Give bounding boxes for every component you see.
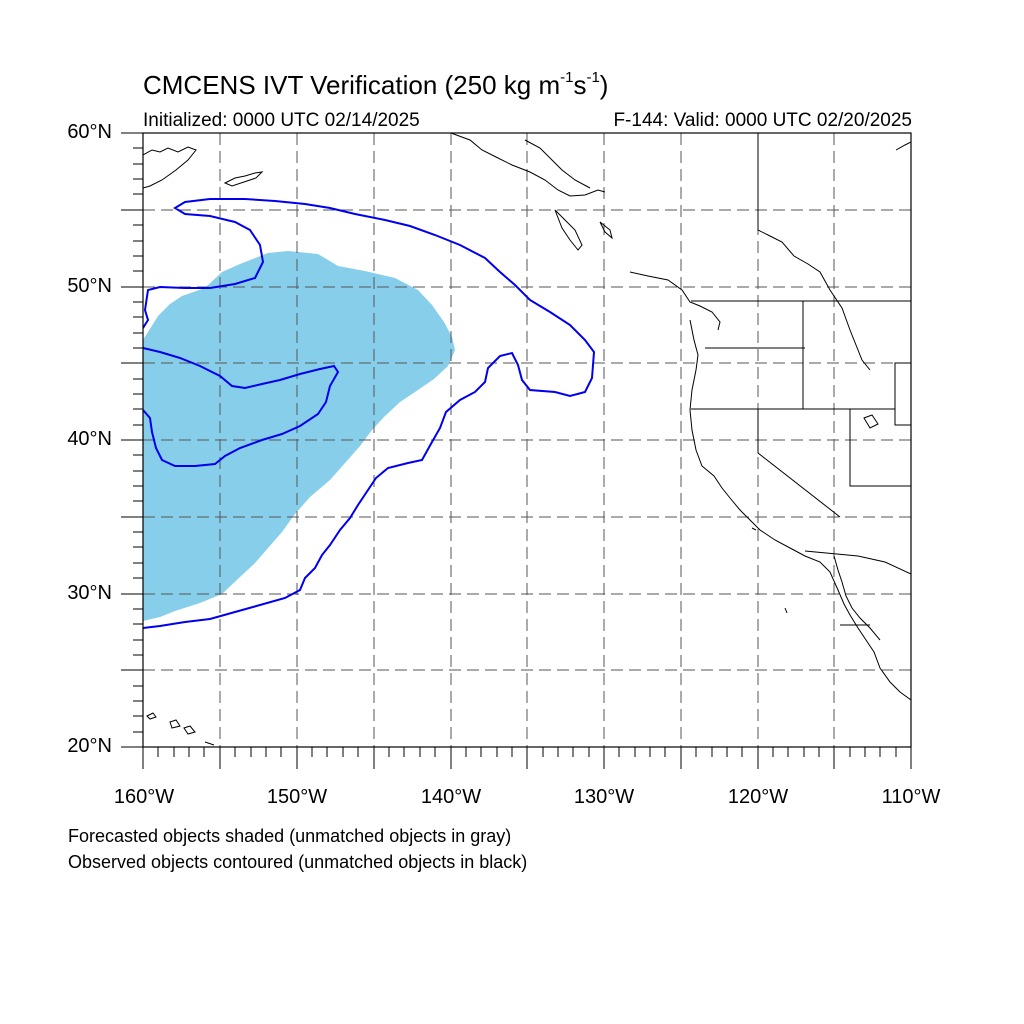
lat-label-40n: 40°N [67, 428, 112, 450]
lat-label-30n: 30°N [67, 582, 112, 604]
observed-contour-outer [143, 198, 596, 629]
lat-label-20n: 20°N [67, 735, 112, 757]
lat-label-60n: 60°N [67, 121, 112, 143]
lon-label-160w: 160°W [113, 786, 175, 808]
legend-observed-note: Observed objects contoured (unmatched ob… [68, 852, 528, 872]
observed-contour-inner [143, 347, 340, 467]
lon-label-120w: 120°W [727, 786, 789, 808]
graticule [143, 133, 911, 747]
lon-label-130w: 130°W [573, 786, 635, 808]
valid-time: F-144: Valid: 0000 UTC 02/20/2025 [613, 110, 912, 131]
initialized-time: Initialized: 0000 UTC 02/14/2025 [143, 110, 420, 131]
lon-label-140w: 140°W [420, 786, 482, 808]
lat-label-50n: 50°N [67, 275, 112, 297]
coastlines [143, 133, 911, 746]
axis-ticks [121, 132, 912, 769]
observed-ivt-contours [143, 198, 596, 629]
lon-label-110w: 110°W [881, 786, 941, 808]
legend-forecast-note: Forecasted objects shaded (unmatched obj… [68, 826, 512, 846]
lon-label-150w: 150°W [266, 786, 328, 808]
forecast-ivt-object [143, 251, 455, 621]
map-title: CMCENS IVT Verification (250 kg m-1s-1) [143, 69, 609, 100]
